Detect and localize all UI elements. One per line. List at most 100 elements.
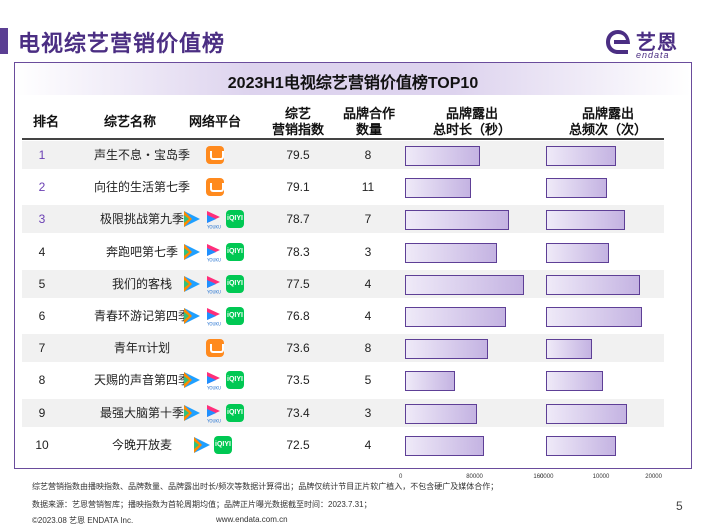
- exposure-duration-bar: [405, 307, 507, 327]
- rank-cell: 7: [38, 341, 46, 356]
- marketing-index-cell: 78.3: [286, 244, 310, 259]
- table-row: 8 天赐的声音第四季 YOUKU iQIYI 73.5 5: [22, 366, 664, 394]
- show-name-cell: 今晚开放麦: [111, 437, 172, 452]
- col-header-duration: 品牌露出 总时长（秒）: [412, 106, 532, 138]
- col-header-freq-line1: 品牌露出: [581, 106, 634, 121]
- exposure-duration-bar: [405, 339, 488, 360]
- svg-text:YOUKU: YOUKU: [206, 257, 221, 262]
- show-name-cell: 青春环游记第四季: [93, 309, 190, 323]
- show-name-cell: 声生不息・宝岛季: [93, 148, 190, 162]
- endata-logo-icon: [606, 30, 630, 54]
- exposure-duration-bar: [405, 178, 471, 199]
- col-header-rank: 排名: [32, 114, 59, 129]
- marketing-index-cell: 73.6: [286, 341, 310, 356]
- exposure-frequency-bar: [546, 371, 604, 392]
- youku-icon: YOUKU: [204, 370, 224, 391]
- logo-text-en: endata: [636, 50, 670, 60]
- table-row: 2 向往的生活第七季 79.1 11: [22, 173, 664, 201]
- platform-cell: [180, 334, 250, 362]
- show-name-cell: 极限挑战第九季: [99, 212, 184, 227]
- exposure-frequency-bar: [546, 274, 640, 295]
- axis-tick-label: 80000: [466, 474, 483, 480]
- marketing-index-cell: 73.5: [286, 373, 310, 388]
- marketing-index-cell: 73.4: [286, 405, 310, 420]
- col-header-freq-line2: 总频次（次）: [568, 122, 647, 137]
- svg-text:YOUKU: YOUKU: [206, 322, 221, 327]
- platform-cell: YOUKU iQIYI: [180, 399, 250, 427]
- tencent-icon: [182, 307, 202, 325]
- axis-tick-label: 0: [399, 474, 403, 480]
- exposure-frequency-bar: [546, 403, 627, 424]
- tencent-icon: [182, 210, 202, 228]
- footnote-method: 综艺营销指数由播映指数、品牌数量、品牌露出时长/频次等数据计算得出；品牌仅统计节…: [32, 482, 499, 491]
- show-name-cell: 奔跑吧第七季: [105, 244, 178, 259]
- header-divider: [22, 138, 664, 140]
- mango-icon: [206, 339, 224, 358]
- svg-text:YOUKU: YOUKU: [206, 289, 221, 294]
- show-name-cell: 最强大脑第十季: [99, 405, 184, 420]
- table-row: 7 青年π计划 73.6 8: [22, 334, 664, 363]
- tencent-icon: [182, 404, 202, 422]
- table-row: 6 青春环游记第四季 YOUKU iQIYI 76.8 4: [22, 302, 664, 330]
- youku-icon: YOUKU: [204, 306, 224, 327]
- platform-cell: YOUKU iQIYI: [180, 302, 250, 330]
- exposure-frequency-bar: [546, 435, 617, 456]
- exposure-frequency-bar: [546, 178, 608, 199]
- platform-cell: [180, 173, 250, 201]
- col-header-score-line1: 综艺: [284, 106, 311, 121]
- platform-cell: [180, 141, 250, 169]
- show-name-cell: 青年π计划: [113, 341, 171, 356]
- iqiyi-icon: iQIYI: [226, 210, 244, 229]
- marketing-index-cell: 76.8: [286, 309, 310, 323]
- site-url[interactable]: www.endata.com.cn: [216, 515, 288, 524]
- brand-count-cell: 4: [364, 276, 372, 291]
- col-header-brands-line2: 数量: [355, 122, 382, 137]
- exposure-frequency-bar: [546, 210, 625, 231]
- show-name-cell: 天赐的声音第四季: [93, 373, 190, 388]
- rank-cell: 5: [38, 276, 46, 291]
- brand-count-cell: 11: [361, 180, 375, 195]
- marketing-index-cell: 79.1: [286, 180, 310, 195]
- exposure-duration-bar: [405, 146, 480, 166]
- mango-icon: [206, 178, 224, 197]
- col-header-duration-line2: 总时长（秒）: [432, 122, 511, 137]
- platform-cell: YOUKU iQIYI: [180, 366, 250, 394]
- tencent-icon: [182, 243, 202, 261]
- rank-cell: 6: [38, 309, 46, 323]
- mango-icon: [206, 146, 224, 164]
- tencent-icon: [182, 371, 202, 389]
- iqiyi-icon: iQIYI: [226, 274, 244, 293]
- rank-cell: 8: [38, 373, 46, 388]
- endata-logo: 艺恩 endata: [604, 26, 694, 62]
- iqiyi-icon: iQIYI: [214, 435, 232, 454]
- footnote-source: 数据来源：艺恩营销智库；播映指数为首轮周期均值；品牌正片曝光数据截至时间：202…: [32, 500, 372, 509]
- svg-text:YOUKU: YOUKU: [206, 418, 221, 423]
- marketing-index-cell: 79.5: [286, 148, 310, 162]
- tencent-icon: [192, 436, 212, 454]
- brand-count-cell: 3: [364, 244, 372, 259]
- brand-count-cell: 7: [364, 212, 372, 227]
- rank-cell: 4: [38, 244, 46, 259]
- platform-cell: YOUKU iQIYI: [180, 270, 250, 298]
- exposure-duration-bar: [405, 242, 497, 263]
- rank-cell: 1: [38, 148, 46, 162]
- page-number: 5: [676, 499, 683, 513]
- exposure-duration-bar: [405, 274, 524, 295]
- exposure-duration-bar: [405, 210, 509, 231]
- table-row: 5 我们的客栈 YOUKU iQIYI 77.5 4: [22, 269, 664, 298]
- col-header-platform: 网络平台: [188, 114, 241, 129]
- show-name-cell: 向往的生活第七季: [93, 180, 190, 195]
- brand-count-cell: 4: [364, 437, 372, 452]
- axis-tick-label: 0: [540, 474, 544, 480]
- youku-icon: YOUKU: [204, 209, 224, 230]
- platform-cell: YOUKU iQIYI: [180, 238, 250, 266]
- rank-cell: 2: [38, 180, 46, 195]
- col-header-brands-line1: 品牌合作: [342, 106, 395, 121]
- marketing-index-cell: 78.7: [286, 212, 310, 227]
- youku-icon: YOUKU: [204, 274, 224, 294]
- col-header-score: 综艺 营销指数: [258, 106, 338, 138]
- marketing-index-cell: 72.5: [286, 437, 310, 452]
- youku-icon: YOUKU: [204, 403, 224, 423]
- iqiyi-icon: iQIYI: [226, 307, 244, 325]
- brand-count-cell: 8: [364, 341, 372, 356]
